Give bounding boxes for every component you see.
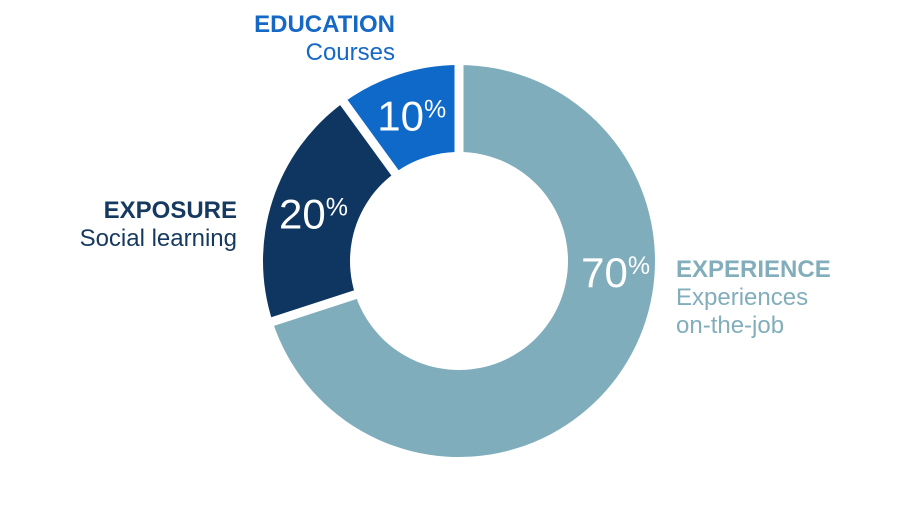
experience-label-block: EXPERIENCE Experiences on-the-job [676,256,831,340]
education-title: EDUCATION [254,11,395,38]
experience-subtitle-line1: Experiences [676,284,809,311]
pct-label-experience: 70% [581,249,650,296]
exposure-subtitle: Social learning [79,225,237,252]
exposure-label-block: EXPOSURE Social learning [80,197,237,253]
experience-title: EXPERIENCE [676,256,831,283]
pct-label-exposure: 20% [279,191,348,238]
education-label-block: EDUCATION Courses [254,11,395,67]
exposure-title: EXPOSURE [103,197,237,224]
experience-subtitle-line2: on-the-job [676,312,785,339]
pct-label-education: 10% [377,93,446,140]
donut-hole [350,152,568,370]
education-subtitle: Courses [305,39,395,66]
